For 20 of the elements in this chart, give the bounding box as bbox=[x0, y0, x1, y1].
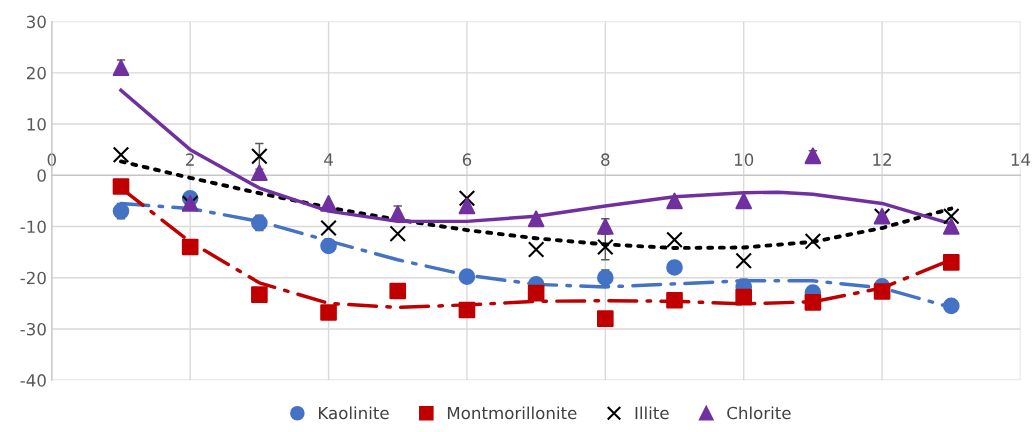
x-tick-label: 8 bbox=[601, 153, 610, 166]
y-tick-label: -20 bbox=[20, 271, 46, 285]
y-tick-label: -40 bbox=[20, 374, 46, 387]
legend-label: Montmorillonite bbox=[447, 406, 577, 420]
x-tick-label: 10 bbox=[734, 153, 754, 166]
legend-label: Chlorite bbox=[727, 406, 791, 420]
x-tick-label: 14 bbox=[1011, 153, 1031, 166]
x-tick-label: 2 bbox=[186, 153, 194, 166]
x-tick-label: 4 bbox=[324, 153, 333, 166]
y-tick-label: -10 bbox=[20, 220, 46, 234]
x-tick-label: 12 bbox=[873, 153, 892, 166]
x-tick-label: 6 bbox=[462, 153, 472, 166]
y-tick-label: 30 bbox=[27, 15, 46, 29]
x-tick-label: 0 bbox=[47, 153, 56, 166]
y-tick-label: 10 bbox=[27, 118, 46, 131]
legend-label: Kaolinite bbox=[318, 406, 389, 420]
y-tick-label: -30 bbox=[20, 322, 46, 336]
legend-label: Illite bbox=[635, 406, 669, 420]
y-tick-label: 20 bbox=[26, 66, 46, 80]
y-tick-label: 0 bbox=[37, 169, 46, 182]
